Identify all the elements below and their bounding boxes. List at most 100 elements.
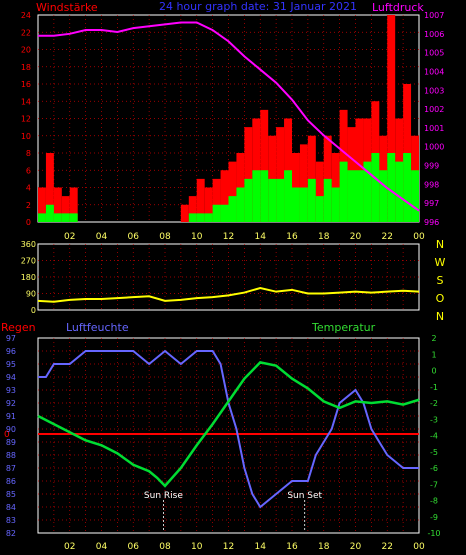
humidity-y-tick-label: 93: [6, 386, 16, 395]
pressure-y-tick-label: 999: [424, 162, 439, 171]
wind-max-bar: [188, 196, 197, 222]
x-tick-label: 06: [128, 542, 140, 552]
rain-zero-label: 0: [4, 430, 10, 440]
temperature-y-tick-label: -10: [427, 529, 440, 538]
chart-title: 24 hour graph date: 31 Januar 2021: [159, 0, 357, 13]
pressure-y-ticks: 996 997 998 999 1000 1001 1002 1003 1004 1005 1006…: [424, 11, 444, 227]
wind-max-bar: [276, 127, 285, 222]
wind-direction-y-tick-label: 90: [26, 290, 36, 299]
humidity-y-tick-label: 86: [6, 477, 16, 486]
humidity-axis-title: Luftfeuchte: [66, 321, 129, 334]
pressure-y-tick-label: 1004: [424, 67, 444, 76]
wind-y-tick-label: 22: [21, 28, 31, 37]
humidity-y-tick-label: 96: [6, 347, 16, 356]
x-tick-label: 14: [255, 232, 267, 242]
pressure-y-tick-label: 998: [424, 180, 439, 189]
wind-avg-bar: [411, 170, 419, 222]
compass-label: S: [437, 274, 444, 287]
wind-y-tick-label: 2: [26, 201, 31, 210]
wind-y-tick-label: 12: [21, 115, 31, 124]
wind-avg-bar: [315, 196, 324, 222]
x-tick-label: 06: [128, 232, 140, 242]
x-tick-label: 20: [350, 542, 362, 552]
wind-x-ticks: 02 04 06 08 10 12 14 16 18 20 22 00: [64, 232, 425, 242]
wind-y-tick-label: 14: [21, 97, 31, 106]
humidity-y-tick-label: 85: [6, 490, 16, 499]
wind-avg-bar: [188, 213, 197, 222]
wind-avg-bar: [347, 170, 356, 222]
humidity-temperature-panel: 0 Sun Rise Sun Set 82 83 84 85 86 87 88 89 90 91 92…: [4, 334, 441, 552]
humidity-y-tick-label: 88: [6, 451, 16, 460]
wind-max-bar: [69, 187, 78, 222]
wind-avg-bar: [196, 213, 205, 222]
temperature-y-tick-label: -5: [430, 448, 438, 457]
x-tick-label: 16: [286, 542, 298, 552]
wind-avg-bar: [395, 161, 404, 222]
wind-avg-bar: [379, 170, 388, 222]
x-tick-label: 10: [191, 542, 203, 552]
humidity-grid: [38, 338, 419, 533]
wind-y-tick-label: 0: [26, 218, 31, 227]
x-tick-label: 00: [413, 232, 425, 242]
wind-max-bar: [228, 161, 237, 222]
wind-avg-bar: [363, 161, 372, 222]
wind-y-tick-label: 8: [26, 149, 31, 158]
wind-axis-title: Windstärke: [36, 1, 98, 14]
humidity-panel-frame: [37, 337, 420, 534]
x-tick-label: 22: [382, 232, 393, 242]
temperature-y-tick-label: -1: [430, 383, 438, 392]
humidity-y-tick-label: 90: [6, 425, 16, 434]
pressure-y-tick-label: 1001: [424, 124, 444, 133]
wind-avg-bar: [355, 170, 364, 222]
x-tick-label: 08: [159, 232, 171, 242]
wind-max-bar: [220, 170, 229, 222]
temperature-y-tick-label: -2: [430, 399, 438, 408]
wind-avg-bar: [69, 213, 78, 222]
wind-avg-bar: [292, 187, 300, 222]
temperature-y-tick-label: 1: [431, 350, 436, 359]
wind-y-tick-label: 6: [26, 166, 31, 175]
humidity-y-tick-label: 94: [6, 373, 16, 382]
wind-direction-grid: [38, 244, 419, 310]
pressure-y-tick-label: 1002: [424, 105, 444, 114]
temperature-y-tick-label: -6: [430, 464, 438, 473]
x-tick-label: 18: [318, 542, 330, 552]
x-tick-label: 04: [96, 542, 108, 552]
compass-label: O: [436, 292, 445, 305]
wind-avg-bar: [276, 178, 285, 222]
wind-max-bar: [212, 178, 221, 222]
humidity-y-tick-label: 82: [6, 529, 16, 538]
wind-y-tick-label: 18: [21, 63, 31, 72]
wind-avg-bar: [53, 213, 62, 222]
compass-label: N: [436, 310, 444, 323]
wind-y-tick-label: 24: [21, 11, 31, 20]
pressure-y-tick-label: 1006: [424, 30, 444, 39]
wind-y-tick-label: 20: [21, 46, 31, 55]
wind-avg-bar: [284, 170, 292, 222]
wind-direction-y-ticks: 0 90 180 270 360: [21, 240, 36, 315]
x-tick-label: 16: [286, 232, 298, 242]
wind-avg-bar: [307, 178, 316, 222]
wind-avg-bar: [204, 213, 213, 222]
wind-y-tick-label: 10: [21, 132, 31, 141]
wind-max-bar: [204, 187, 213, 222]
x-tick-label: 00: [413, 542, 425, 552]
x-tick-label: 22: [382, 542, 393, 552]
wind-avg-bar: [268, 178, 277, 222]
wind-max-bar: [45, 153, 54, 222]
humidity-y-tick-label: 83: [6, 516, 16, 525]
humidity-y-tick-label: 97: [6, 334, 16, 343]
wind-max-bar: [38, 187, 46, 222]
temperature-y-tick-label: -4: [430, 432, 438, 441]
temperature-y-tick-label: -8: [430, 497, 438, 506]
wind-avg-bar: [220, 204, 229, 222]
wind-avg-bar: [299, 187, 308, 222]
x-tick-label: 10: [191, 232, 203, 242]
wind-avg-bar: [387, 153, 396, 222]
pressure-axis-title: Luftdruck: [372, 1, 424, 14]
humidity-y-tick-label: 87: [6, 464, 16, 473]
pressure-y-tick-label: 1003: [424, 86, 444, 95]
